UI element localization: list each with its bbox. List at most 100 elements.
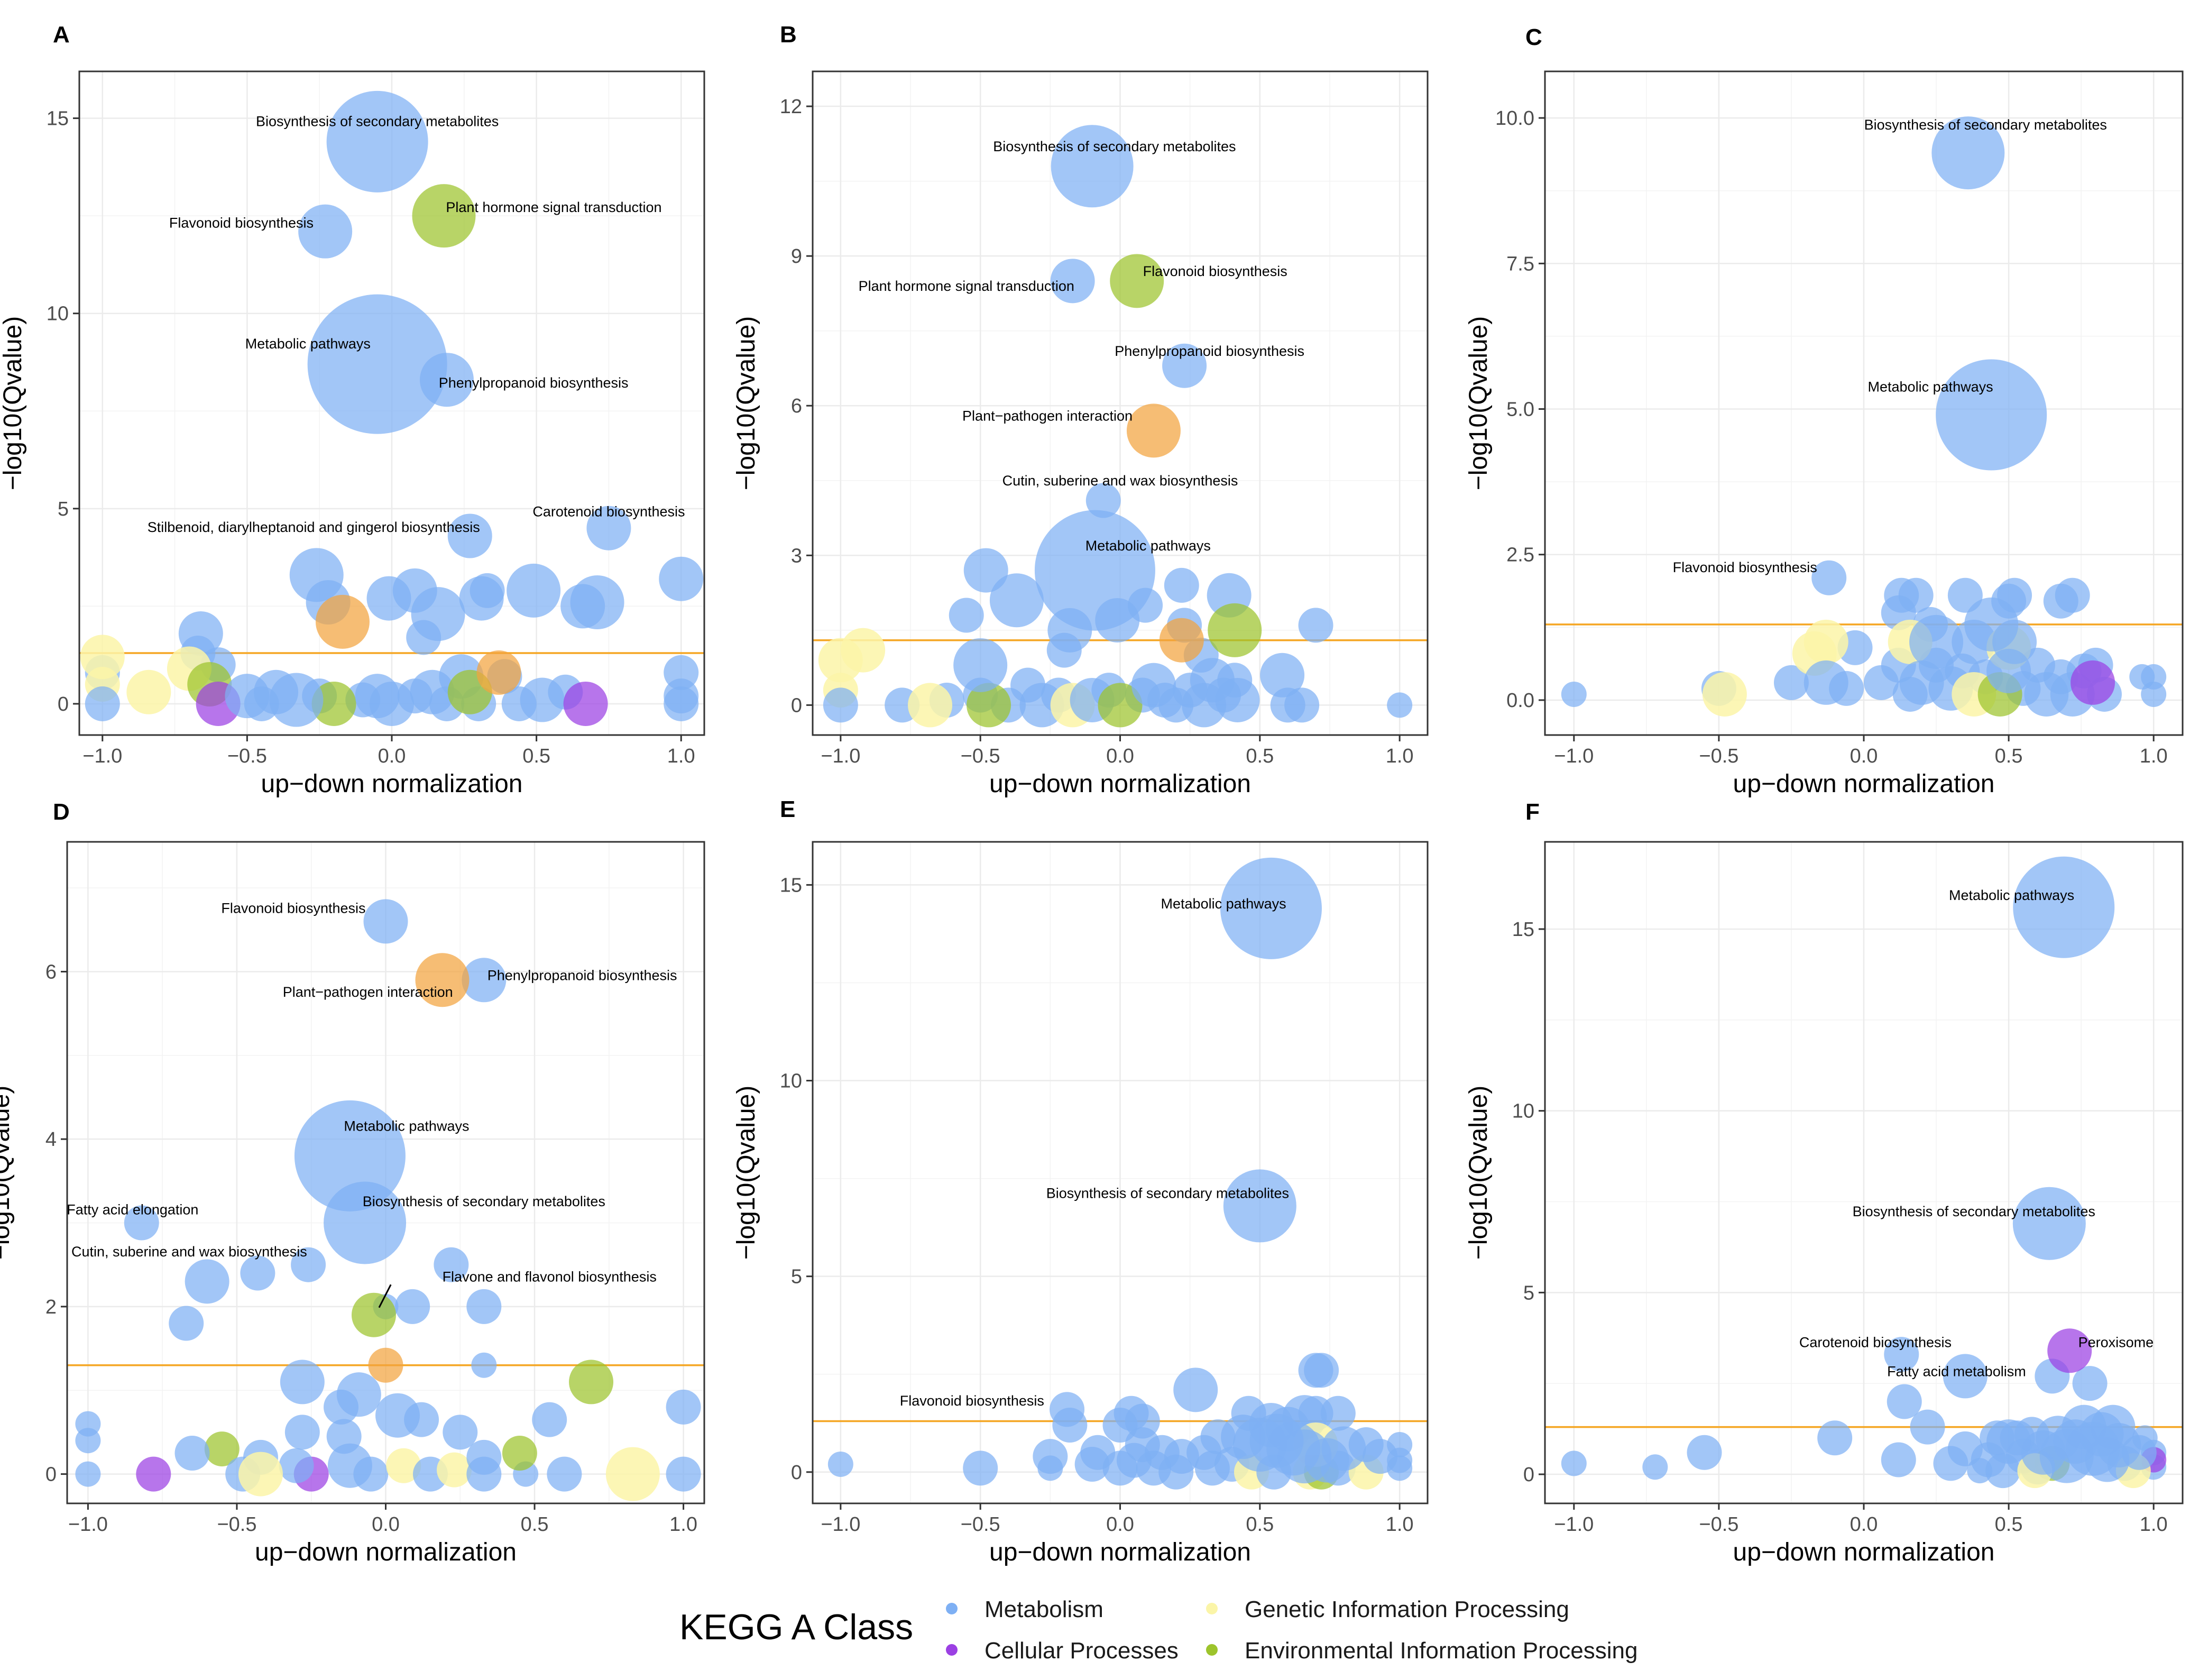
plot-frame — [812, 841, 1429, 1504]
point-label: Flavonoid biosynthesis — [1143, 263, 1287, 279]
y-tick-label: 15 — [1512, 919, 1534, 941]
data-point — [2141, 681, 2167, 707]
point-label: Biosynthesis of secondary metabolites — [993, 139, 1236, 154]
y-tick-label: 2 — [45, 1296, 57, 1318]
point-label: Flavonoid biosynthesis — [1673, 559, 1817, 575]
data-point — [841, 628, 886, 673]
data-point — [1298, 608, 1333, 643]
data-point — [827, 1451, 853, 1477]
data-point — [1085, 483, 1121, 518]
data-point — [279, 1448, 314, 1483]
x-tick-label: 0.5 — [521, 1513, 549, 1536]
point-label: Biosynthesis of secondary metabolites — [1853, 1204, 2095, 1219]
data-point — [459, 576, 504, 621]
data-point — [85, 686, 120, 721]
data-point — [447, 513, 492, 558]
data-point — [476, 650, 521, 695]
data-point — [1884, 1337, 1919, 1372]
x-tick-label: 0.0 — [1850, 745, 1878, 767]
data-point — [1098, 683, 1143, 728]
data-point — [289, 548, 344, 602]
data-point — [1561, 1451, 1587, 1476]
data-point — [126, 669, 171, 714]
data-point — [1019, 683, 1064, 728]
x-tick-label: 0.0 — [1106, 1513, 1134, 1536]
point-label: Phenylpropanoid biosynthesis — [487, 967, 677, 983]
data-point — [1173, 1367, 1218, 1412]
y-tick-label: 5.0 — [1506, 399, 1534, 421]
point-label: Metabolic pathways — [245, 336, 371, 352]
point-label: Fatty acid elongation — [67, 1202, 198, 1218]
data-point — [471, 1352, 497, 1378]
data-point — [412, 184, 476, 248]
data-point — [2071, 660, 2115, 705]
data-point — [1804, 660, 1848, 705]
x-tick-label: −1.0 — [1554, 745, 1594, 767]
data-point — [605, 1447, 660, 1501]
data-point — [280, 1360, 325, 1404]
point-label: Flavonoid biosynthesis — [169, 215, 314, 231]
point-label: Plant−pathogen interaction — [283, 984, 453, 1000]
data-point — [1074, 1446, 1110, 1482]
data-point — [2012, 1187, 2086, 1260]
point-label: Metabolic pathways — [1868, 379, 1993, 394]
data-point — [908, 683, 953, 728]
y-tick-label: 6 — [45, 961, 57, 983]
data-point — [570, 575, 624, 629]
point-label: Flavonoid biosynthesis — [221, 901, 365, 916]
data-point — [466, 1289, 502, 1324]
data-point — [269, 673, 324, 727]
data-point — [336, 1372, 381, 1417]
point-label: Plant−pathogen interaction — [962, 408, 1133, 424]
data-point — [1159, 618, 1204, 663]
data-point — [307, 294, 447, 434]
data-point — [1773, 665, 1809, 700]
data-point — [363, 899, 408, 944]
data-point — [124, 1205, 159, 1241]
data-point — [1881, 1442, 1916, 1477]
point-label: Plant hormone signal transduction — [446, 199, 661, 215]
x-tick-label: 0.5 — [1995, 745, 2023, 767]
data-point — [1931, 116, 2005, 190]
data-point — [1804, 619, 1848, 664]
data-point — [1033, 1439, 1068, 1474]
y-tick-label: 10 — [1512, 1100, 1534, 1123]
x-axis-title: up−down normalization — [261, 770, 523, 798]
y-tick-label: 12 — [780, 96, 802, 118]
data-point — [1817, 1420, 1853, 1456]
data-point — [411, 587, 465, 641]
x-tick-label: −0.5 — [217, 1513, 256, 1536]
y-axis-title: −log10(Qvalue) — [1465, 316, 1493, 491]
y-tick-label: 15 — [780, 874, 802, 896]
y-tick-label: 6 — [791, 395, 802, 417]
data-point — [1277, 1429, 1332, 1484]
x-tick-label: −1.0 — [1554, 1513, 1594, 1536]
data-point — [963, 1451, 998, 1486]
data-point — [136, 1456, 171, 1492]
x-tick-label: 1.0 — [2140, 1513, 2168, 1536]
data-point — [434, 1247, 469, 1282]
data-point — [2013, 856, 2115, 958]
point-label: Biosynthesis of secondary metabolites — [256, 113, 499, 129]
point-label: Metabolic pathways — [344, 1118, 469, 1134]
data-point — [1642, 1454, 1668, 1480]
data-point — [2141, 664, 2167, 690]
data-point — [1223, 1169, 1296, 1243]
data-point — [664, 686, 699, 721]
legend: KEGG A Class Metabolism Cellular Process… — [679, 1596, 1637, 1664]
data-point — [563, 681, 608, 726]
data-point — [75, 1428, 101, 1454]
point-label: Biosynthesis of secondary metabolites — [1864, 117, 2107, 133]
data-point — [1687, 1435, 1722, 1470]
data-point — [2047, 1328, 2092, 1373]
x-tick-label: −0.5 — [961, 1513, 1000, 1536]
data-point — [315, 594, 370, 649]
panel-letter: C — [1525, 24, 1542, 50]
x-tick-label: 1.0 — [2140, 745, 2168, 767]
data-point — [507, 563, 561, 618]
data-point — [437, 1452, 472, 1488]
data-point — [1284, 687, 1320, 723]
y-axis-title: −log10(Qvalue) — [0, 316, 27, 491]
data-point — [1811, 560, 1847, 595]
